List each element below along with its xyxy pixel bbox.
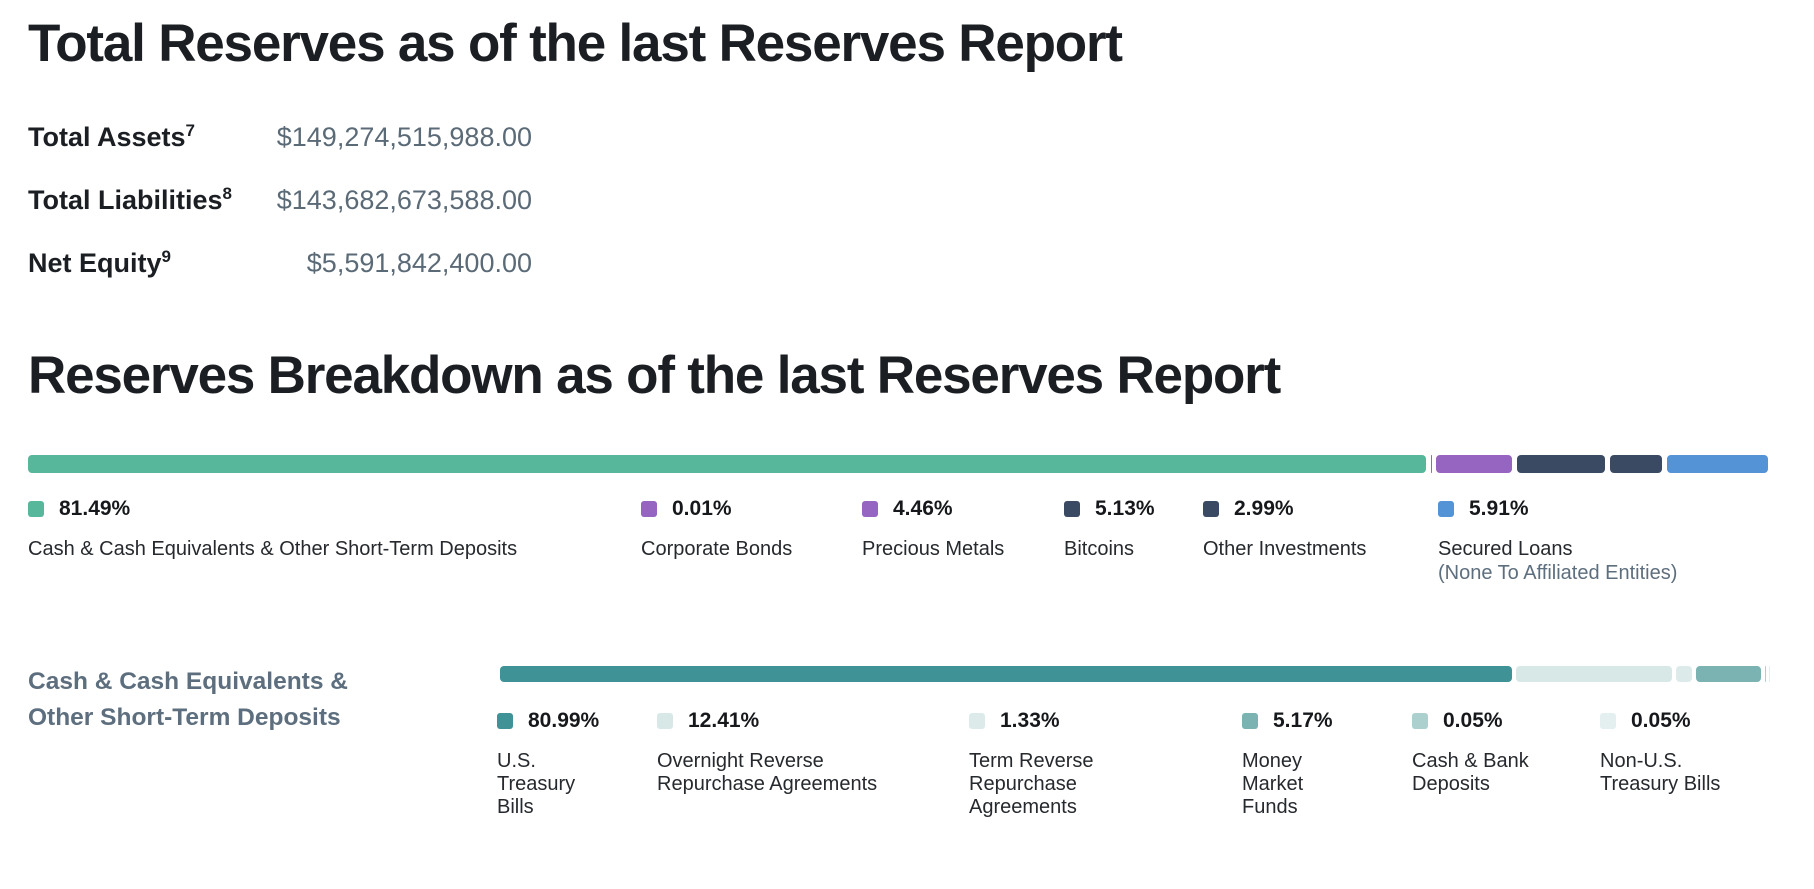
- legend-item-cash-bank-deposits: 0.05% Cash & Bank Deposits: [1412, 709, 1537, 796]
- reserves-breakdown-title: Reserves Breakdown as of the last Reserv…: [28, 346, 1281, 405]
- total-row-label-text: Net Equity: [28, 248, 162, 278]
- total-row: Total Liabilities8 $143,682,673,588.00: [28, 185, 532, 216]
- cash-equivalents-label-line2: Other Short-Term Deposits: [28, 704, 341, 731]
- legend-head: 4.46%: [862, 497, 1004, 521]
- legend-head: 0.05%: [1600, 709, 1750, 733]
- bar-segment-bitcoins: [1517, 455, 1606, 473]
- legend-percentage: 1.33%: [1000, 709, 1060, 732]
- legend-head: 80.99%: [497, 709, 600, 733]
- legend-color-swatch: [862, 501, 878, 517]
- legend-item-overnight-reverse-repurchase-agreements: 12.41% Overnight Reverse Repurchase Agree…: [657, 709, 907, 796]
- bar-segment-u-s-treasury-bills: [500, 666, 1513, 682]
- legend-item-non-u-s-treasury-bills: 0.05% Non-U.S. Treasury Bills: [1600, 709, 1750, 796]
- legend-percentage: 4.46%: [893, 497, 953, 520]
- cash-equivalents-section-label: Cash & Cash Equivalents & Other Short-Te…: [28, 664, 348, 736]
- legend-percentage: 0.05%: [1443, 709, 1503, 732]
- legend-color-swatch: [497, 713, 513, 729]
- legend-color-swatch: [1600, 713, 1616, 729]
- legend-head: 5.17%: [1242, 709, 1333, 733]
- totals-table: Total Assets7 $149,274,515,988.00 Total Li…: [28, 122, 532, 279]
- footnote-reference: 9: [161, 247, 171, 266]
- legend-color-swatch: [1203, 501, 1219, 517]
- legend-color-swatch: [641, 501, 657, 517]
- legend-item-precious-metals: 4.46% Precious Metals: [862, 497, 1004, 561]
- legend-color-swatch: [1412, 713, 1428, 729]
- legend-color-swatch: [1438, 501, 1454, 517]
- legend-percentage: 0.01%: [672, 497, 732, 520]
- legend-label: Term Reverse Repurchase Agreements: [969, 750, 1094, 818]
- legend-label: Cash & Bank Deposits: [1412, 750, 1529, 795]
- legend-percentage: 5.13%: [1095, 497, 1155, 520]
- legend-color-swatch: [28, 501, 44, 517]
- legend-label: Overnight Reverse Repurchase Agreements: [657, 750, 878, 795]
- total-row-value: $143,682,673,588.00: [276, 185, 532, 215]
- legend-percentage: 5.91%: [1469, 497, 1529, 520]
- bar-segment-cash-cash-equivalents-other-short-term-deposits: [28, 455, 1426, 473]
- bar-segment-precious-metals: [1435, 455, 1513, 473]
- total-reserves-title: Total Reserves as of the last Reserves R…: [28, 14, 1123, 73]
- legend-item-cash-cash-equivalents-other-short-term-deposits: 81.49% Cash & Cash Equivalents & Other Sh…: [28, 497, 517, 561]
- legend-percentage: 5.17%: [1273, 709, 1333, 732]
- legend-label: Money Market Funds: [1242, 750, 1304, 818]
- total-row-label-text: Total Liabilities: [28, 185, 223, 215]
- legend-label: Other Investments: [1203, 538, 1367, 560]
- cash-equivalents-label-line1: Cash & Cash Equivalents &: [28, 668, 348, 695]
- legend-color-swatch: [1064, 501, 1080, 517]
- legend-item-corporate-bonds: 0.01% Corporate Bonds: [641, 497, 792, 561]
- bar-segment-other-investments: [1610, 455, 1662, 473]
- legend-head: 0.01%: [641, 497, 792, 521]
- footnote-reference: 7: [185, 121, 196, 140]
- total-row-label: Total Assets7: [28, 122, 270, 153]
- legend-percentage: 12.41%: [688, 709, 760, 732]
- legend-label: Corporate Bonds: [641, 538, 793, 560]
- total-row-label: Net Equity9: [28, 248, 270, 279]
- legend-label: Cash & Cash Equivalents & Other Short-Te…: [28, 538, 518, 560]
- bar-segment-money-market-funds: [1696, 666, 1761, 682]
- legend-color-swatch: [969, 713, 985, 729]
- bar-segment-cash-bank-deposits: [1764, 666, 1766, 682]
- legend-label: Non-U.S. Treasury Bills: [1600, 750, 1721, 795]
- bar-segment-overnight-reverse-repurchase-agreements: [1516, 666, 1672, 682]
- legend-item-secured-loans: 5.91% Secured Loans (None To Affiliated En…: [1438, 497, 1677, 585]
- footnote-reference: 8: [222, 184, 232, 203]
- legend-head: 2.99%: [1203, 497, 1366, 521]
- cash-equivalents-stacked-bar: [500, 666, 1770, 682]
- total-row: Net Equity9 $5,591,842,400.00: [28, 248, 532, 279]
- total-row-value: $149,274,515,988.00: [276, 122, 532, 152]
- legend-head: 1.33%: [969, 709, 1109, 733]
- legend-sublabel: (None To Affiliated Entities): [1438, 562, 1678, 584]
- legend-item-u-s-treasury-bills: 80.99% U.S. Treasury Bills: [497, 709, 600, 819]
- legend-head: 81.49%: [28, 497, 517, 521]
- bar-segment-non-u-s-treasury-bills: [1769, 666, 1770, 682]
- legend-item-money-market-funds: 5.17% Money Market Funds: [1242, 709, 1333, 819]
- legend-label: Bitcoins: [1064, 538, 1135, 560]
- legend-label: U.S. Treasury Bills: [497, 750, 576, 818]
- legend-percentage: 2.99%: [1234, 497, 1294, 520]
- legend-color-swatch: [657, 713, 673, 729]
- bar-segment-secured-loans: [1666, 455, 1768, 473]
- legend-label: Secured Loans: [1438, 538, 1573, 560]
- reserves-breakdown-stacked-bar: [28, 455, 1768, 473]
- total-row-label-text: Total Assets: [28, 122, 186, 152]
- bar-segment-term-reverse-repurchase-agreements: [1675, 666, 1693, 682]
- legend-head: 12.41%: [657, 709, 907, 733]
- legend-head: 0.05%: [1412, 709, 1537, 733]
- legend-item-bitcoins: 5.13% Bitcoins: [1064, 497, 1155, 561]
- legend-label: Precious Metals: [862, 538, 1005, 560]
- legend-item-term-reverse-repurchase-agreements: 1.33% Term Reverse Repurchase Agreements: [969, 709, 1109, 819]
- total-row: Total Assets7 $149,274,515,988.00: [28, 122, 532, 153]
- legend-percentage: 81.49%: [59, 497, 131, 520]
- legend-percentage: 0.05%: [1631, 709, 1691, 732]
- legend-percentage: 80.99%: [528, 709, 600, 732]
- legend-head: 5.91%: [1438, 497, 1677, 521]
- legend-item-other-investments: 2.99% Other Investments: [1203, 497, 1366, 561]
- legend-color-swatch: [1242, 713, 1258, 729]
- legend-head: 5.13%: [1064, 497, 1155, 521]
- total-row-label: Total Liabilities8: [28, 185, 270, 216]
- total-row-value: $5,591,842,400.00: [306, 248, 532, 278]
